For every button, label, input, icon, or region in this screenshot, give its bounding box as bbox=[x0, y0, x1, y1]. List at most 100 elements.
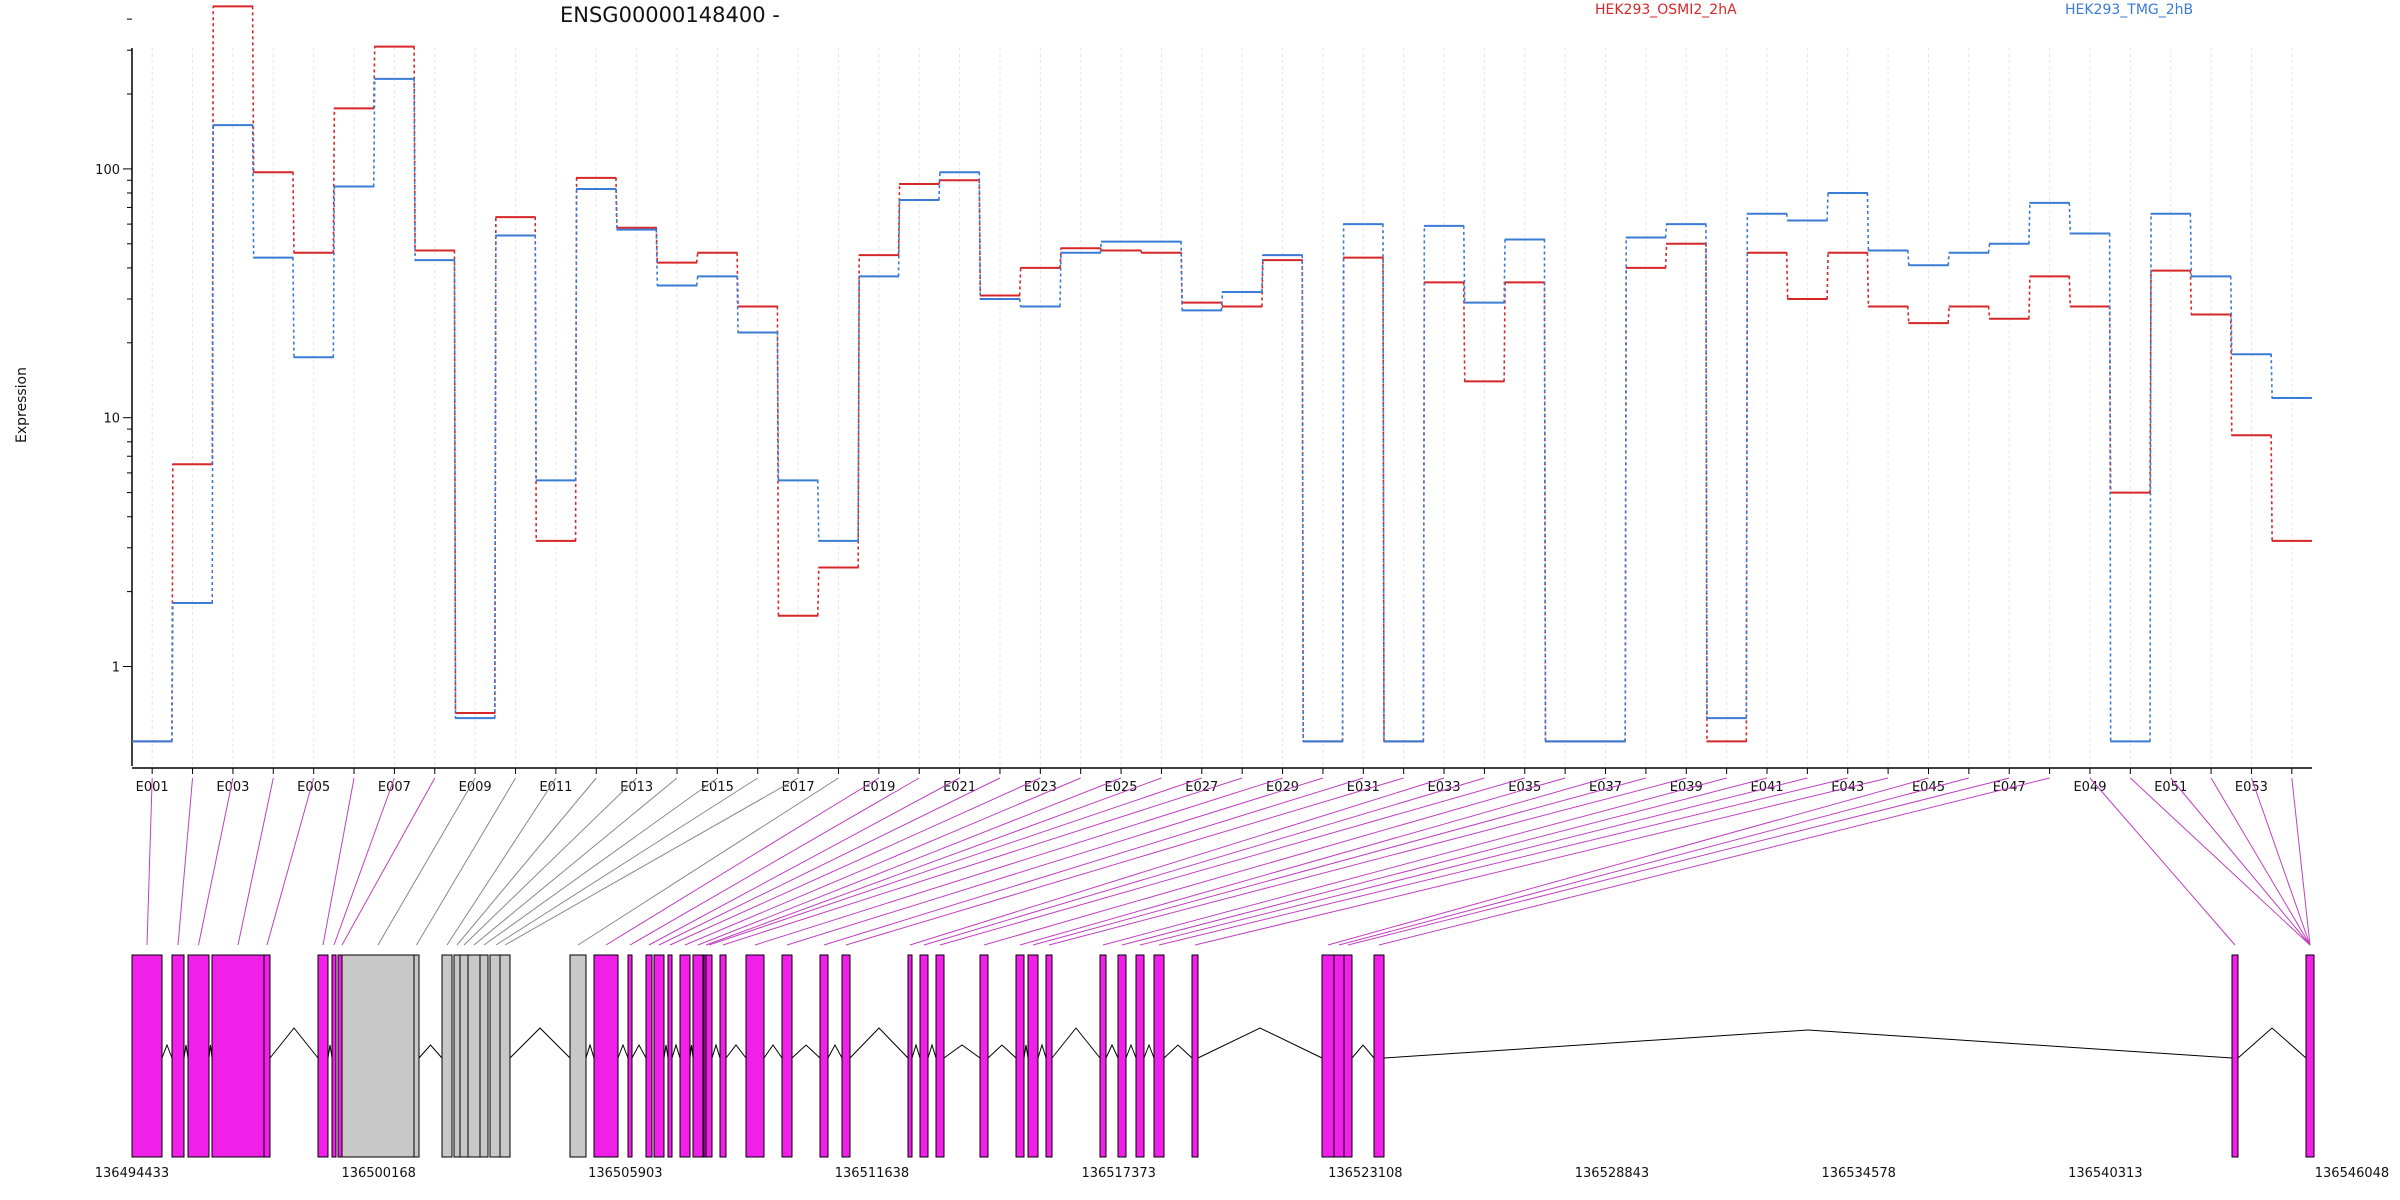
exon-connector bbox=[322, 777, 355, 946]
exon-connector bbox=[1194, 777, 1889, 946]
exon-connector bbox=[237, 777, 274, 946]
coordinate-label: 136534578 bbox=[1821, 1166, 1895, 1181]
exon-connector bbox=[377, 777, 476, 946]
series-riser bbox=[574, 189, 578, 481]
exon-connector bbox=[2291, 777, 2311, 946]
series-riser bbox=[1705, 224, 1708, 719]
series-riser bbox=[2028, 202, 2031, 244]
intron-line bbox=[1163, 1044, 1193, 1059]
series-riser bbox=[413, 78, 416, 261]
y-tick-label: 100 bbox=[95, 163, 120, 178]
x-tick-label-e005: E005 bbox=[297, 780, 330, 795]
exon-box bbox=[593, 954, 619, 1158]
exon-box bbox=[263, 954, 271, 1158]
series-riser bbox=[2149, 213, 2152, 742]
exon-connector bbox=[266, 777, 315, 946]
intron-line bbox=[617, 1043, 629, 1059]
coordinate-label: 136511638 bbox=[835, 1166, 909, 1181]
series-riser bbox=[1261, 255, 1264, 293]
exon-box bbox=[467, 954, 481, 1158]
intron-line bbox=[1105, 1043, 1119, 1059]
x-tick-label-e051: E051 bbox=[2154, 780, 2187, 795]
series-riser bbox=[695, 252, 699, 263]
series-riser bbox=[534, 235, 538, 481]
intron-line bbox=[1351, 1044, 1375, 1059]
series-riser bbox=[1018, 298, 1022, 307]
intron-line bbox=[671, 1043, 681, 1059]
exon-connector bbox=[669, 777, 1041, 946]
exon-box bbox=[907, 954, 913, 1158]
intron-line bbox=[1051, 1027, 1101, 1059]
intron-line bbox=[585, 1043, 595, 1059]
exon-box bbox=[131, 954, 163, 1158]
x-tick-label-e045: E045 bbox=[1912, 780, 1945, 795]
series-riser bbox=[494, 235, 497, 719]
exon-box bbox=[459, 954, 469, 1158]
x-tick-label-e025: E025 bbox=[1105, 780, 1138, 795]
exon-box bbox=[692, 954, 704, 1158]
series-riser bbox=[1987, 306, 1991, 319]
x-tick-label-e009: E009 bbox=[459, 780, 492, 795]
exon-box bbox=[2231, 954, 2239, 1158]
series-riser bbox=[292, 172, 295, 253]
legend-entry-series-b: HEK293_TMG_2hB bbox=[2065, 2, 2193, 18]
intron-line bbox=[725, 1044, 747, 1059]
series-riser bbox=[857, 255, 860, 568]
x-tick-label-e039: E039 bbox=[1670, 780, 1703, 795]
exon-connector bbox=[341, 777, 436, 946]
intron-line bbox=[911, 1043, 921, 1059]
series-riser bbox=[2028, 276, 2031, 319]
coordinate-label: 136517373 bbox=[1081, 1166, 1155, 1181]
series-riser bbox=[2108, 233, 2112, 742]
x-tick-label-e019: E019 bbox=[862, 780, 895, 795]
intron-line bbox=[269, 1027, 319, 1059]
series-riser bbox=[1705, 243, 1708, 742]
intron-line bbox=[1143, 1043, 1155, 1059]
series-riser bbox=[776, 332, 780, 481]
series-riser bbox=[1018, 267, 1022, 296]
exon-box bbox=[627, 954, 633, 1158]
exon-box bbox=[781, 954, 793, 1158]
exon-connector bbox=[1327, 777, 1929, 946]
exon-box bbox=[719, 954, 727, 1158]
exon-connector bbox=[577, 777, 839, 946]
intron-line bbox=[509, 1027, 571, 1059]
intron-line bbox=[161, 1043, 173, 1059]
series-riser bbox=[938, 172, 941, 201]
exon-connector bbox=[823, 777, 1364, 946]
exon-connector bbox=[198, 777, 234, 946]
series-riser bbox=[1341, 224, 1345, 742]
exon-connector bbox=[629, 777, 920, 946]
series-riser bbox=[2149, 270, 2152, 493]
intron-line bbox=[2237, 1027, 2307, 1059]
exon-connector bbox=[722, 777, 1243, 946]
series-riser bbox=[655, 229, 659, 286]
exon-connector bbox=[456, 777, 597, 946]
exon-connector bbox=[1158, 777, 1848, 946]
exon-connector bbox=[504, 777, 799, 946]
exon-box bbox=[499, 954, 511, 1158]
gene-model bbox=[131, 954, 2315, 1158]
series-riser bbox=[372, 46, 376, 109]
exon-box bbox=[453, 954, 461, 1158]
series-osmi2 bbox=[132, 5, 2312, 743]
intron-line bbox=[327, 1044, 333, 1059]
exon-box bbox=[2305, 954, 2315, 1158]
series-riser bbox=[1785, 252, 1789, 300]
exon-box bbox=[841, 954, 851, 1158]
exon-connector bbox=[909, 777, 1445, 946]
series-riser bbox=[695, 276, 699, 286]
exon-connector bbox=[1019, 777, 1606, 946]
exon-connector bbox=[1338, 777, 1969, 946]
series-riser bbox=[655, 227, 659, 263]
intron-line bbox=[943, 1044, 981, 1059]
exon-connector bbox=[333, 777, 395, 946]
series-lines bbox=[132, 5, 2312, 743]
series-riser bbox=[1785, 213, 1789, 221]
exon-connector bbox=[177, 777, 194, 946]
x-tick-label-e007: E007 bbox=[378, 780, 411, 795]
exon-connector bbox=[483, 777, 718, 946]
series-riser bbox=[372, 78, 376, 187]
exon-connector bbox=[2250, 777, 2311, 946]
exon-box bbox=[1153, 954, 1165, 1158]
